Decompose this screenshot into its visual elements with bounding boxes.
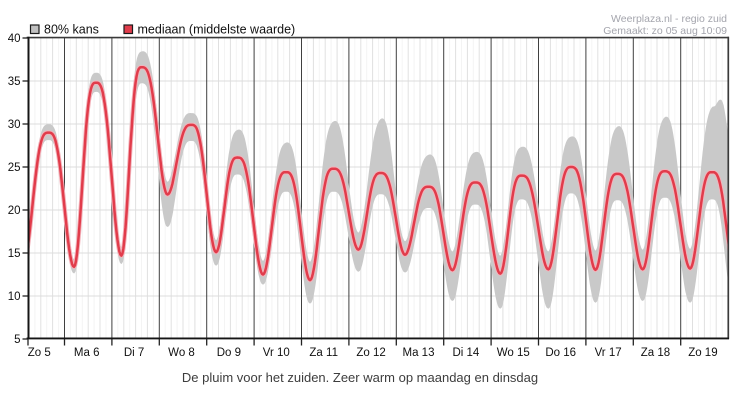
svg-text:Vr 17: Vr 17	[595, 347, 622, 359]
svg-text:Wo 8: Wo 8	[168, 347, 195, 359]
svg-text:Ma 13: Ma 13	[403, 347, 435, 359]
svg-text:Zo 19: Zo 19	[688, 347, 717, 359]
svg-text:Gemaakt: zo 05 aug 10:09: Gemaakt: zo 05 aug 10:09	[603, 25, 727, 37]
svg-text:20: 20	[8, 205, 21, 217]
svg-text:De pluim voor het zuiden. Zeer: De pluim voor het zuiden. Zeer warm op m…	[182, 370, 538, 385]
svg-text:Di 14: Di 14	[452, 347, 479, 359]
svg-text:Di 7: Di 7	[124, 347, 144, 359]
svg-text:Weerplaza.nl - regio zuid: Weerplaza.nl - regio zuid	[611, 13, 727, 25]
svg-text:Do 9: Do 9	[217, 347, 241, 359]
svg-text:80% kans: 80% kans	[44, 23, 99, 37]
svg-text:40: 40	[8, 33, 21, 45]
svg-text:Za 18: Za 18	[641, 347, 670, 359]
svg-text:15: 15	[8, 248, 21, 260]
svg-text:Zo 12: Zo 12	[356, 347, 385, 359]
svg-text:Zo 5: Zo 5	[28, 347, 51, 359]
svg-text:Vr 10: Vr 10	[263, 347, 290, 359]
svg-text:mediaan (middelste waarde): mediaan (middelste waarde)	[138, 23, 296, 37]
svg-text:5: 5	[14, 334, 20, 346]
svg-text:10: 10	[8, 291, 21, 303]
svg-text:30: 30	[8, 119, 21, 131]
svg-text:35: 35	[8, 76, 21, 88]
svg-text:Ma 6: Ma 6	[74, 347, 100, 359]
svg-text:Do 16: Do 16	[545, 347, 576, 359]
svg-text:Za 11: Za 11	[309, 347, 338, 359]
svg-text:25: 25	[8, 162, 21, 174]
svg-text:Wo 15: Wo 15	[497, 347, 530, 359]
